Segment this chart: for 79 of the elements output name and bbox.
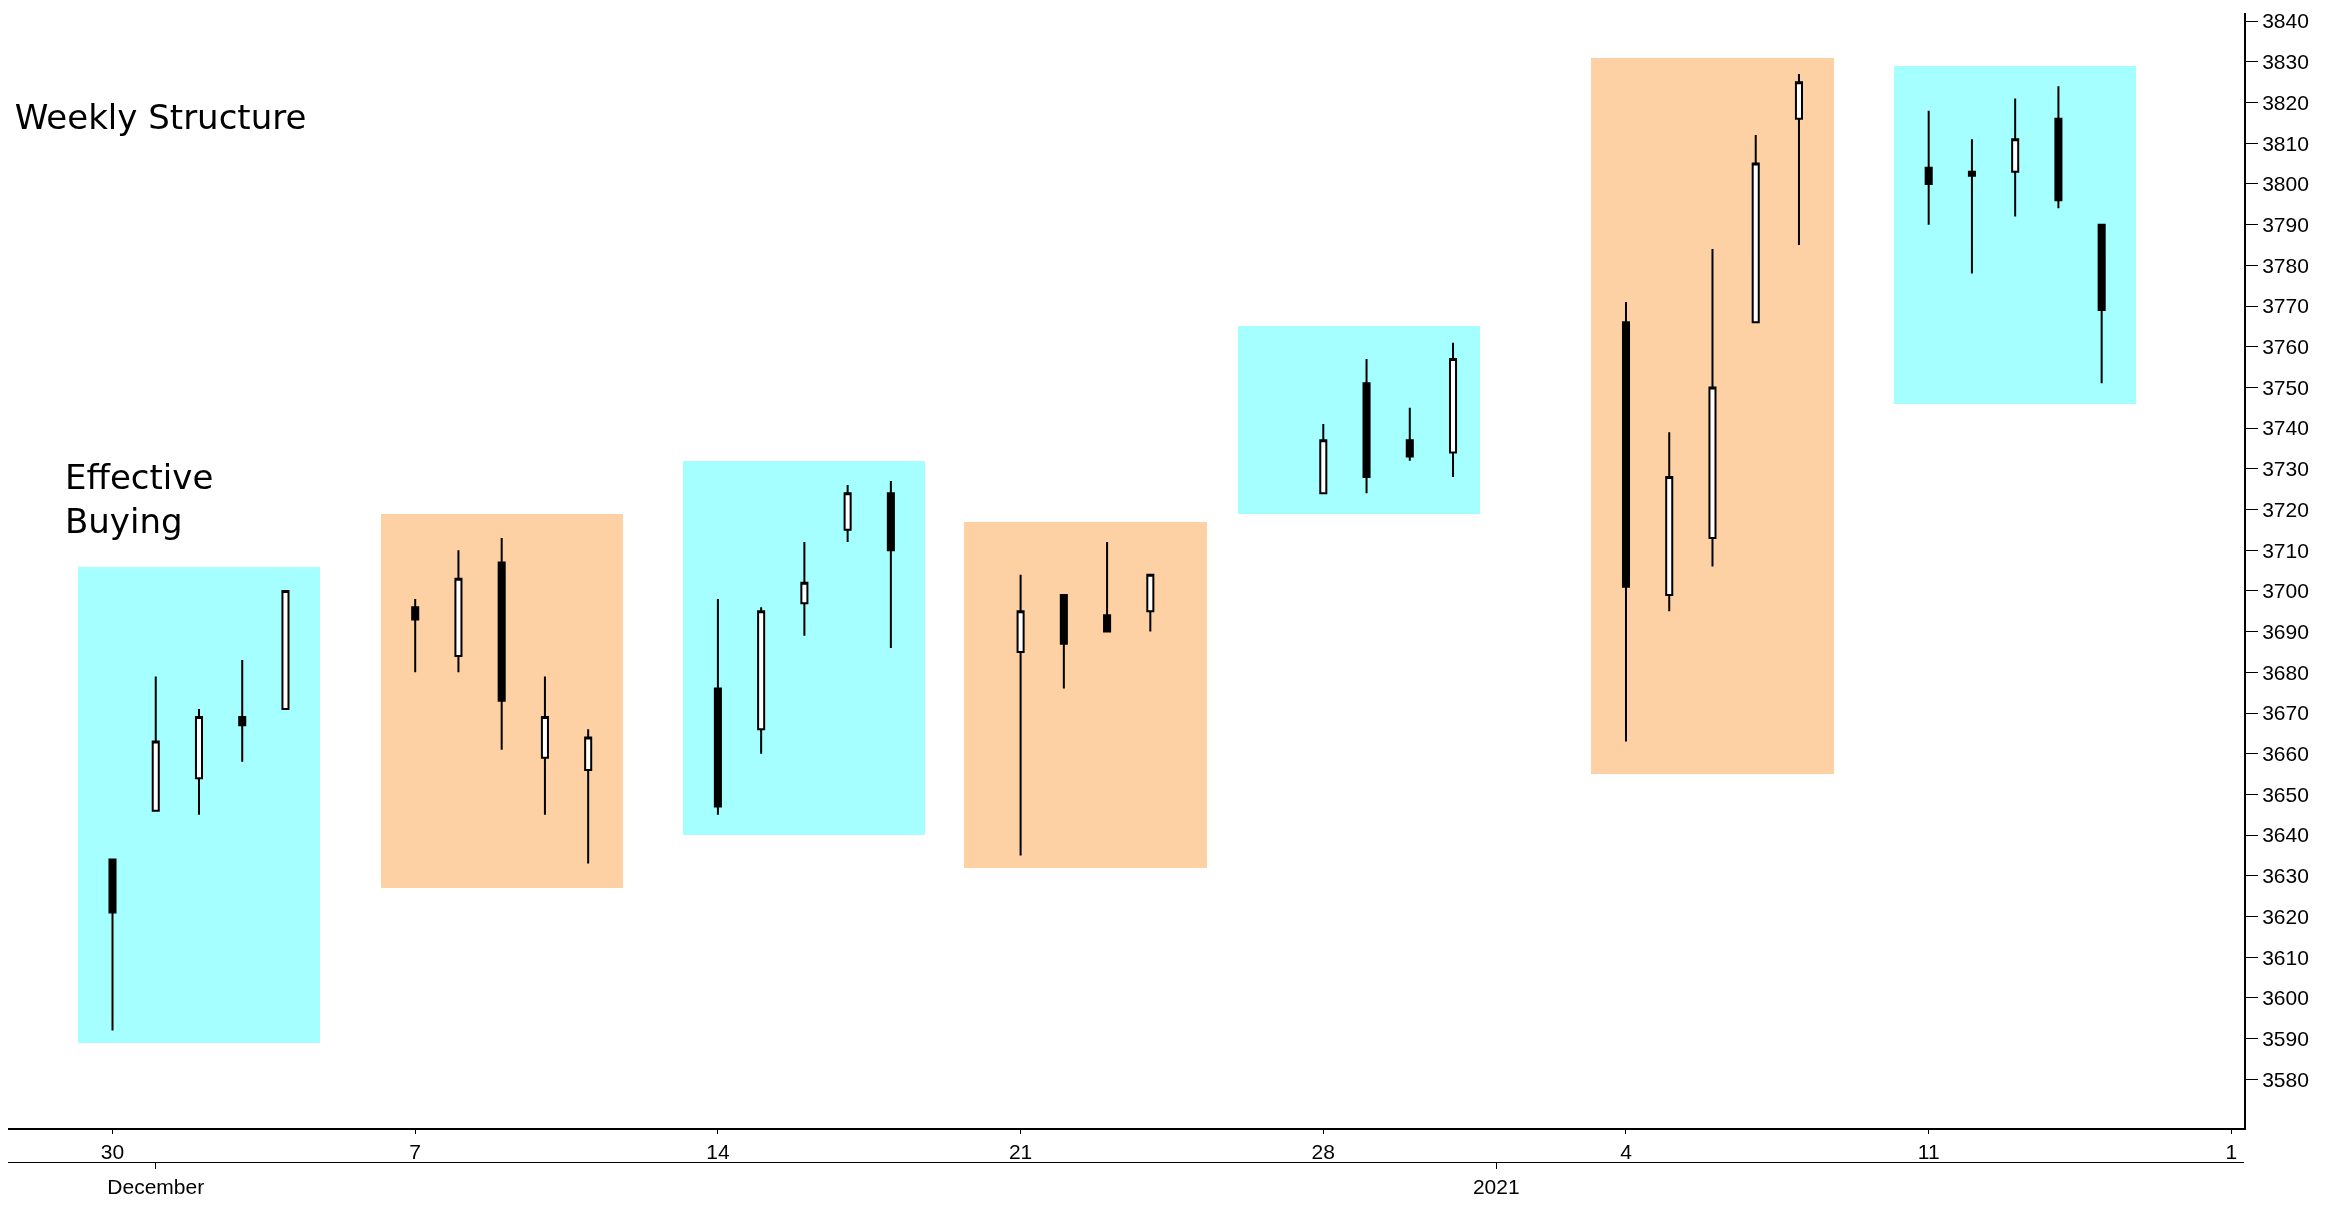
x-tick-label: 1 bbox=[2225, 1140, 2238, 1164]
candlestick bbox=[194, 707, 204, 816]
bar bbox=[78, 567, 320, 1043]
candlestick bbox=[1621, 300, 1631, 743]
y-tick-label: 3830 bbox=[2262, 50, 2309, 74]
y-tick-label: 3650 bbox=[2262, 782, 2309, 806]
bar bbox=[1894, 66, 2136, 404]
candlestick bbox=[1665, 431, 1674, 613]
x-tick-label: 4 bbox=[1620, 1140, 1633, 1164]
candlestick bbox=[238, 659, 247, 763]
x-tick-label: 28 bbox=[1311, 1140, 1335, 1164]
y-tick-label: 3760 bbox=[2262, 335, 2309, 359]
candlestick bbox=[108, 858, 117, 1032]
candlestick bbox=[1794, 73, 1803, 246]
y-tick-label: 3720 bbox=[2262, 497, 2309, 521]
candlestick bbox=[2097, 223, 2106, 385]
y-tick-label: 3640 bbox=[2262, 823, 2309, 847]
y-tick-label: 3670 bbox=[2262, 701, 2309, 725]
candlestick bbox=[454, 549, 463, 674]
x-tick-label: 30 bbox=[100, 1140, 125, 1164]
candlestick bbox=[281, 589, 290, 710]
candlestick bbox=[757, 606, 766, 755]
y-tick-label: 3810 bbox=[2262, 131, 2309, 155]
y-tick-label: 3700 bbox=[2262, 579, 2309, 603]
y-tick-label: 3750 bbox=[2262, 375, 2309, 399]
candlestick bbox=[1016, 573, 1025, 857]
candlestick bbox=[1924, 109, 1933, 226]
annotation: Effective Buying bbox=[65, 457, 214, 542]
x-tick-label: 21 bbox=[1008, 1140, 1033, 1164]
candlestick bbox=[800, 541, 809, 637]
candlestick bbox=[713, 598, 722, 816]
y-tick-label: 3680 bbox=[2262, 660, 2309, 684]
y-tick-label: 3800 bbox=[2262, 172, 2309, 196]
candlestick bbox=[540, 675, 549, 816]
y-tick-label: 3710 bbox=[2262, 538, 2309, 562]
y-tick-label: 3780 bbox=[2262, 253, 2309, 277]
y-tick-label: 3610 bbox=[2262, 945, 2309, 969]
candlestick bbox=[1967, 138, 1976, 275]
bar bbox=[1238, 326, 1480, 514]
bar bbox=[381, 514, 623, 888]
y-tick-label: 3790 bbox=[2262, 212, 2309, 236]
candlestick bbox=[1751, 134, 1760, 324]
candlestick bbox=[1448, 341, 1458, 478]
candlestick bbox=[1146, 573, 1155, 633]
candlestick bbox=[1405, 406, 1414, 462]
x-tick-label: 11 bbox=[1917, 1140, 1940, 1164]
y-tick-label: 3770 bbox=[2262, 294, 2309, 318]
text: Weekly Structure bbox=[14, 96, 307, 137]
y-tick-label: 3590 bbox=[2262, 1026, 2309, 1050]
y-tick-label: 3840 bbox=[2262, 9, 2309, 33]
candlestick bbox=[2011, 97, 2020, 218]
candlestick bbox=[843, 484, 852, 544]
y-tick-label: 3730 bbox=[2262, 457, 2309, 481]
candlestick bbox=[1059, 593, 1068, 690]
candlestick bbox=[1319, 423, 1328, 495]
bar bbox=[683, 461, 925, 835]
x-tick-label: 14 bbox=[706, 1140, 730, 1164]
candlestick bbox=[886, 480, 895, 649]
candlestick bbox=[584, 728, 593, 865]
y-tick-label: 3660 bbox=[2262, 742, 2309, 766]
candlestick bbox=[1708, 248, 1717, 568]
y-tick-label: 3690 bbox=[2262, 619, 2309, 643]
candlestick bbox=[411, 598, 420, 674]
bar bbox=[964, 522, 1207, 868]
x2-tick-label: December bbox=[107, 1174, 205, 1198]
candlestick bbox=[497, 537, 506, 751]
x2-tick-label: 2021 bbox=[1472, 1174, 1520, 1198]
y-tick-label: 3620 bbox=[2262, 904, 2309, 928]
x-tick-label: 7 bbox=[409, 1140, 422, 1164]
y-tick-label: 3630 bbox=[2262, 864, 2309, 888]
candlestick bbox=[1103, 541, 1112, 633]
candlestick bbox=[1362, 357, 1371, 495]
y-tick-label: 3600 bbox=[2262, 986, 2309, 1010]
candlestick bbox=[151, 675, 160, 812]
bar bbox=[1591, 58, 1834, 774]
y-tick-label: 3820 bbox=[2262, 90, 2309, 114]
y-tick-label: 3580 bbox=[2262, 1067, 2309, 1091]
y-tick-label: 3740 bbox=[2262, 416, 2309, 440]
candlestick bbox=[2054, 85, 2063, 210]
